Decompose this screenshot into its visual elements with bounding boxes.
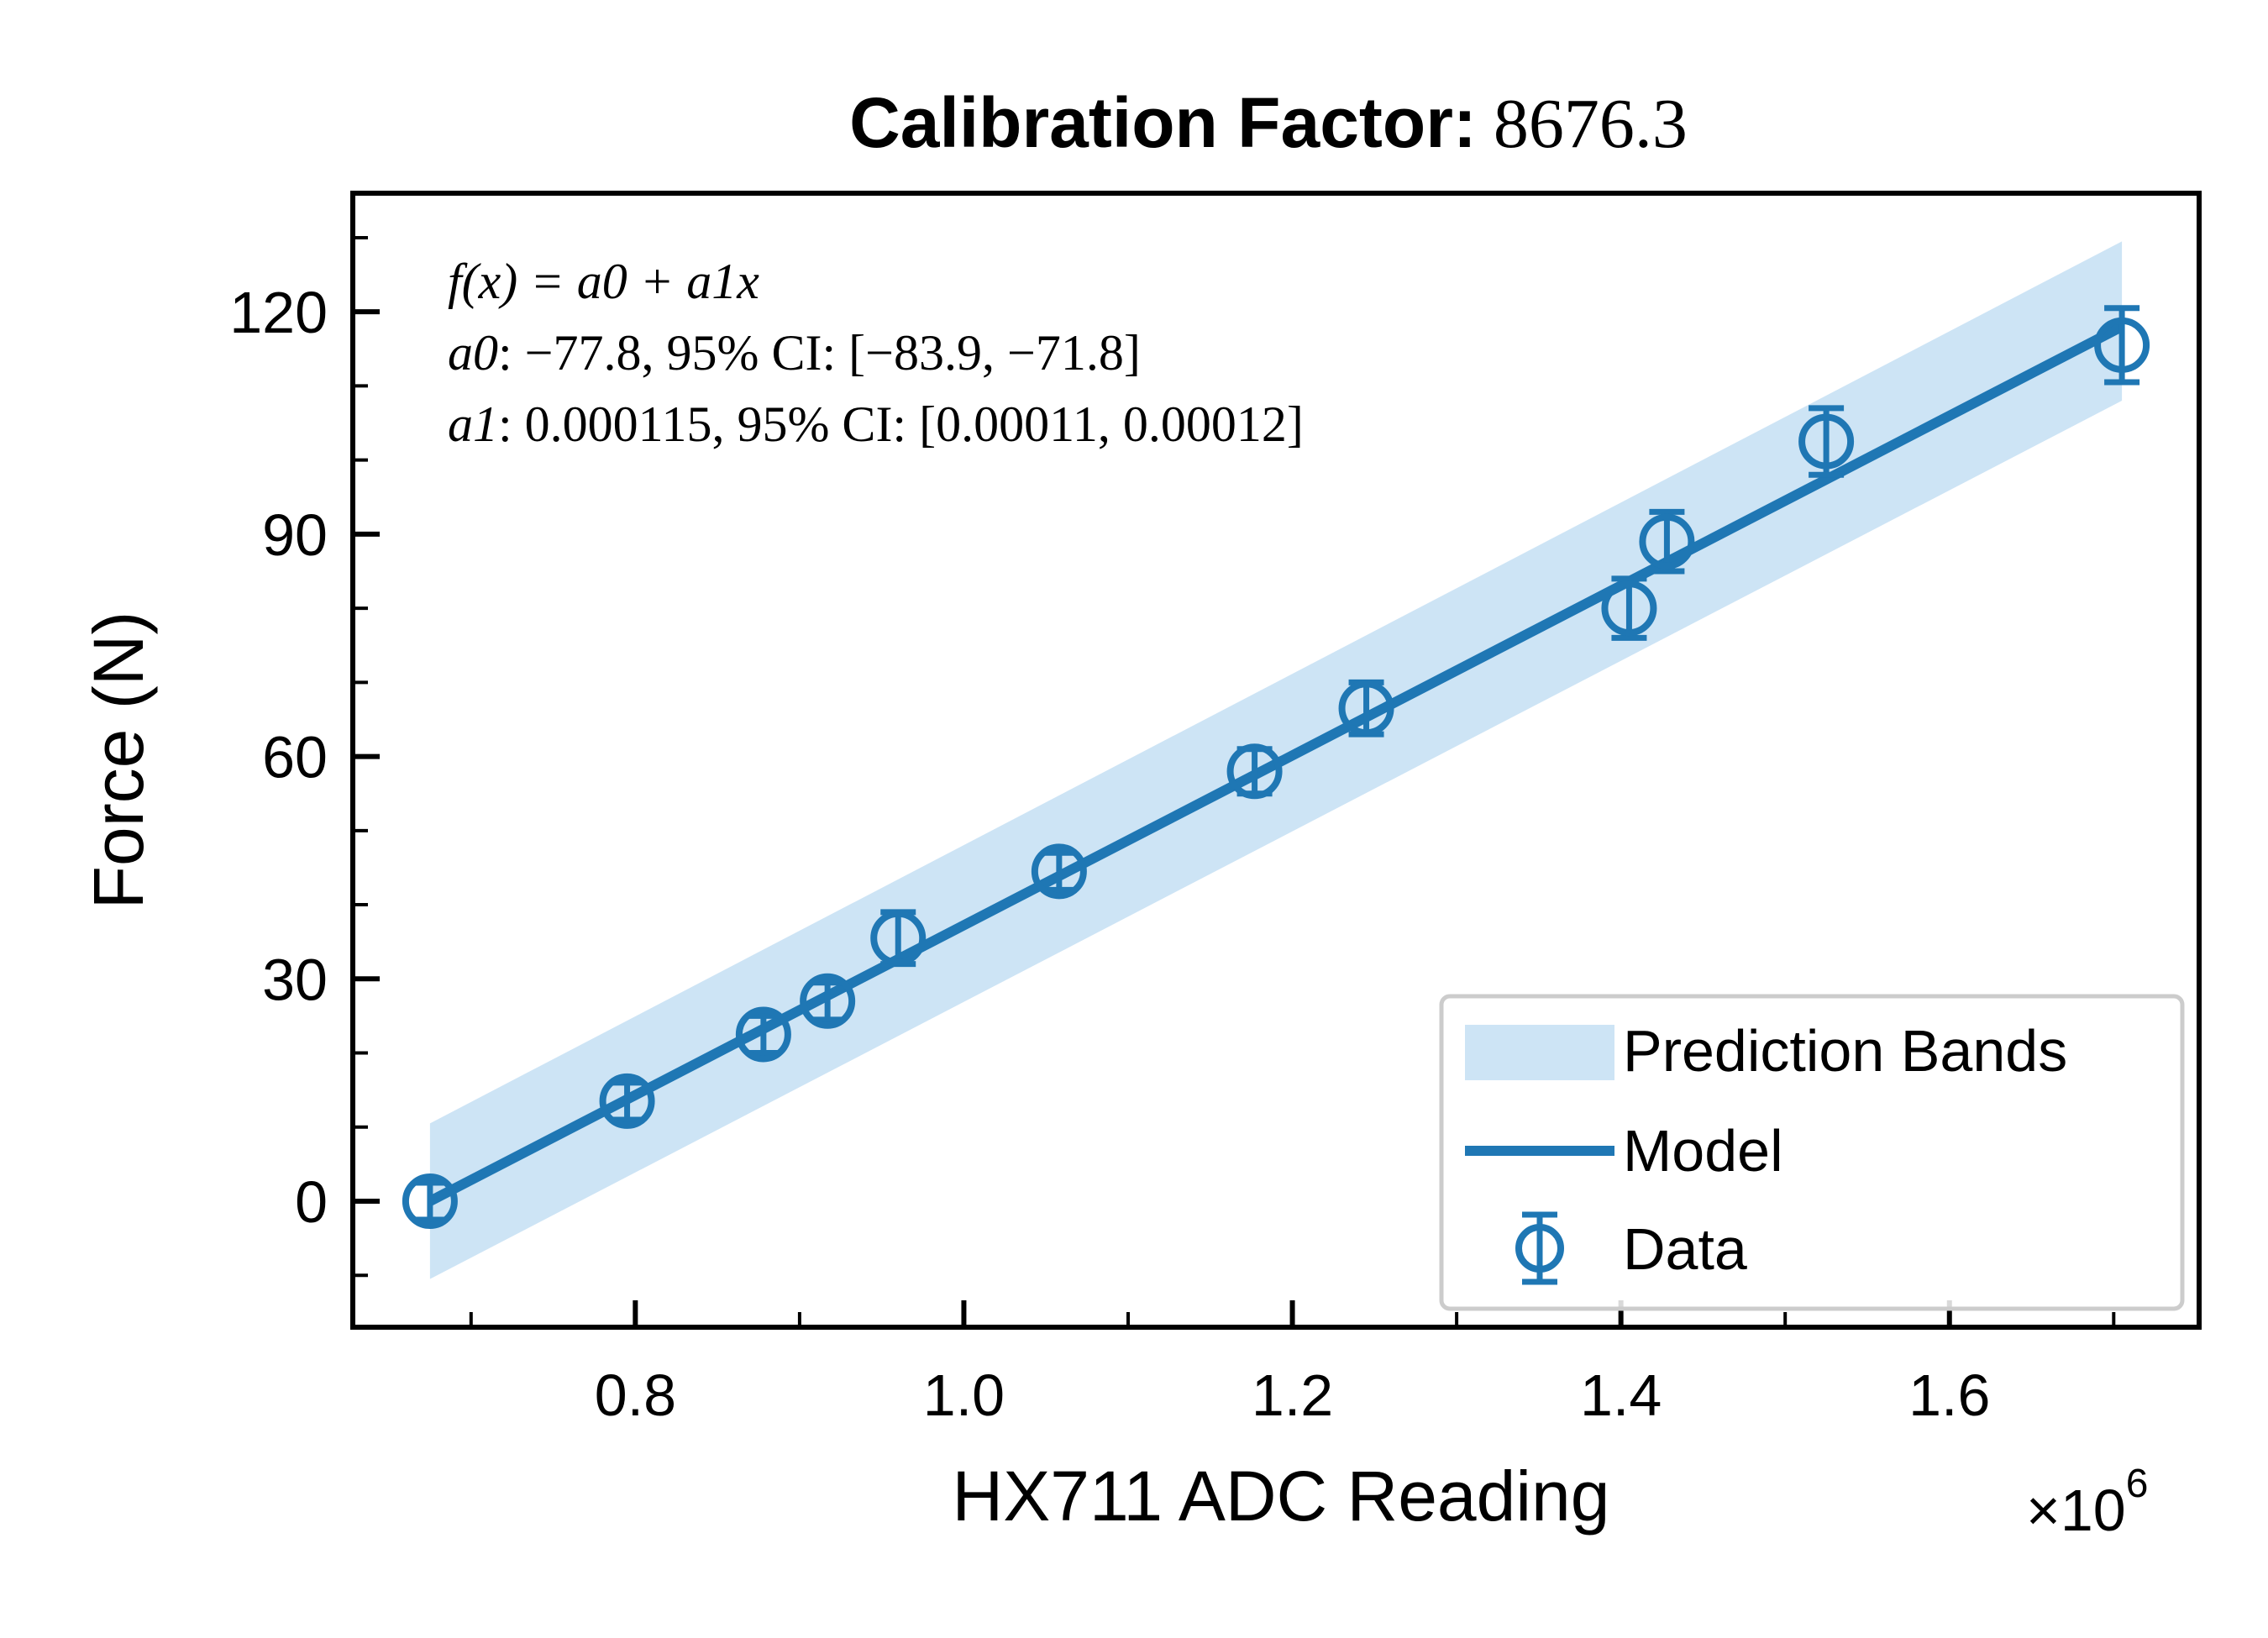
data-point (800, 973, 856, 1029)
data-marker (1601, 580, 1657, 637)
x-axis-label: HX711 ADC Reading (953, 1457, 1610, 1536)
data-marker (1031, 843, 1087, 900)
y-tick-label: 0 (295, 1169, 328, 1235)
x-axis-multiplier: ×106 (2026, 1462, 2148, 1543)
y-tick-label: 90 (262, 502, 328, 568)
legend-band-swatch (1465, 1025, 1614, 1080)
data-point (599, 1073, 655, 1129)
a0-annotation: a0: −77.8, 95% CI: [−83.9, −71.8] (448, 325, 1141, 381)
data-point (1639, 508, 1695, 575)
data-marker (402, 1173, 458, 1229)
x-tick-label: 1.2 (1252, 1362, 1333, 1428)
data-point (870, 909, 927, 968)
y-tick-label: 120 (229, 280, 328, 345)
data-point (1798, 405, 1855, 478)
axis-ticks: 0.8 1.0 1.2 1.4 1.6 0 30 60 90 120 (229, 235, 2116, 1428)
data-marker (1639, 513, 1695, 570)
x-tick-label: 1.6 (1908, 1362, 1990, 1428)
data-point (1031, 843, 1087, 900)
legend-box (1439, 994, 2185, 1311)
data-marker (1226, 743, 1283, 800)
legend-label-data: Data (1623, 1216, 1747, 1282)
data-point (1601, 575, 1657, 641)
data-marker (870, 910, 927, 966)
x-tick-label: 0.8 (595, 1362, 676, 1428)
data-marker (1798, 413, 1855, 470)
data-marker (599, 1073, 655, 1129)
data-point (735, 1006, 791, 1063)
a1-annotation: a1: 0.000115, 95% CI: [0.00011, 0.00012] (448, 396, 1304, 452)
legend-label-band: Prediction Bands (1623, 1018, 2067, 1084)
legend-label-model: Model (1623, 1118, 1783, 1184)
legend-data-swatch (1515, 1211, 1564, 1285)
data-points (402, 305, 2150, 1229)
fit-annotation: f(x) = a0 + a1x a0: −77.8, 95% CI: [−83.… (448, 254, 1304, 452)
data-point (402, 1173, 458, 1229)
data-marker (735, 1006, 791, 1063)
equation-text: f(x) = a0 + a1x (448, 254, 759, 309)
data-marker (2094, 317, 2150, 373)
y-tick-label: 60 (262, 725, 328, 790)
chart-title: Calibration Factor: 8676.3 (849, 83, 1688, 163)
data-point (2094, 305, 2150, 386)
x-tick-label: 1.0 (923, 1362, 1005, 1428)
plot-frame (350, 191, 2202, 1330)
y-tick-label: 30 (262, 947, 328, 1012)
y-axis-label: Force (N) (79, 612, 158, 910)
data-point (1338, 679, 1394, 738)
legend: Prediction Bands Model Data (1439, 994, 2185, 1311)
x-tick-label: 1.4 (1580, 1362, 1662, 1428)
plot-area (402, 241, 2150, 1279)
data-marker (1338, 680, 1394, 737)
data-point (1226, 743, 1283, 800)
data-marker (800, 973, 856, 1029)
